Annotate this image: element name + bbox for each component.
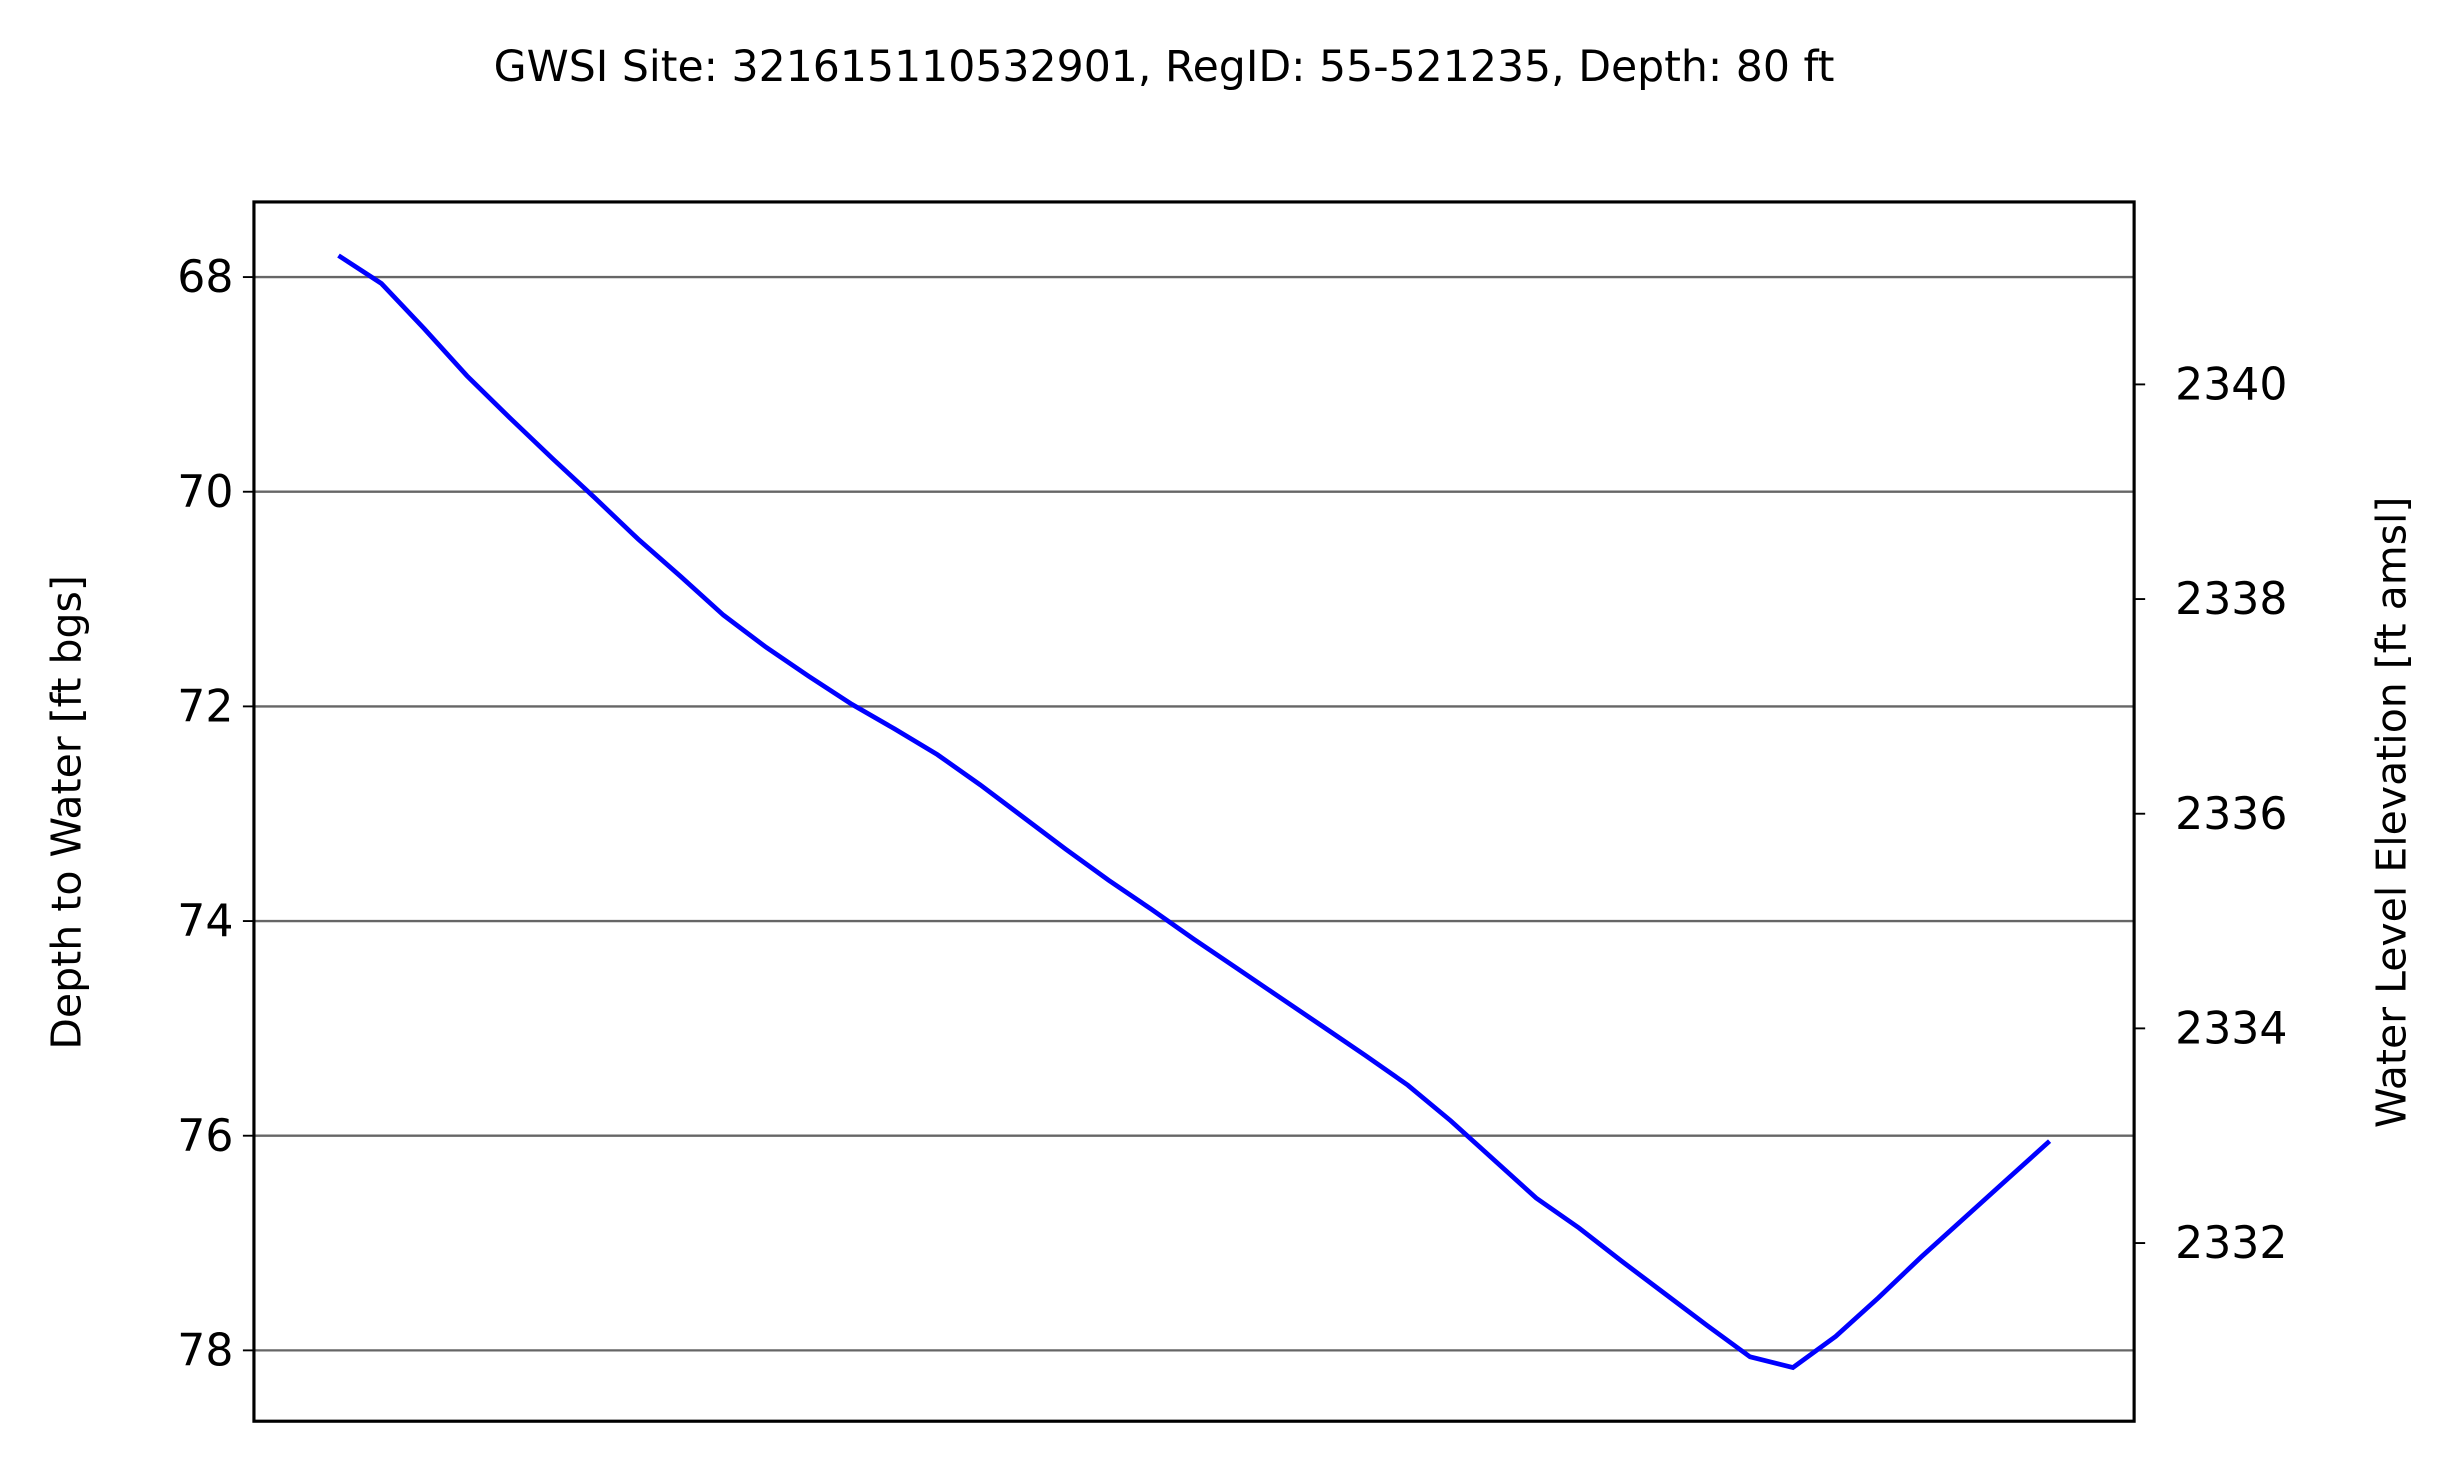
- y2-tick-label: 2340: [2175, 360, 2287, 411]
- y-tick-label: 76: [177, 1111, 233, 1162]
- data-line: [337, 253, 2052, 1371]
- y2-tick-label: 2336: [2175, 789, 2287, 840]
- y-tick-label: 68: [177, 252, 233, 303]
- y2-axis-label: Water Level Elevation [ft amsl]: [2367, 497, 2415, 1129]
- y-tick-label: 78: [177, 1326, 233, 1377]
- y2-tick-label: 2338: [2175, 574, 2287, 625]
- y2-tick-label: 2334: [2175, 1004, 2287, 1055]
- plot-frame: [252, 200, 2136, 1423]
- y2-tick-label: 2332: [2175, 1218, 2287, 1269]
- y-tick-label: 72: [177, 682, 233, 733]
- y-axis-label: Depth to Water [ft bgs]: [42, 575, 90, 1050]
- y-tick-label: 74: [177, 896, 233, 947]
- y-tick-label: 70: [177, 467, 233, 518]
- chart-title: GWSI Site: 321615110532901, RegID: 55-52…: [494, 42, 1835, 92]
